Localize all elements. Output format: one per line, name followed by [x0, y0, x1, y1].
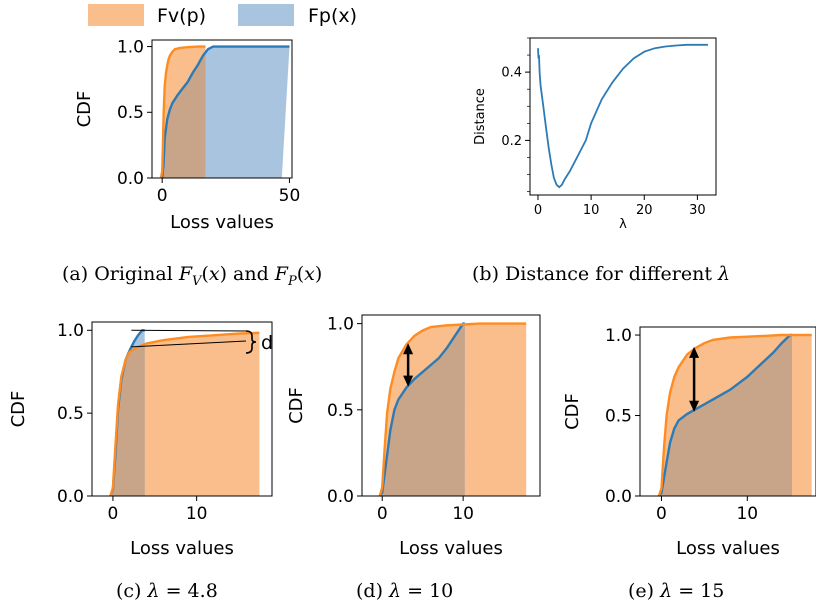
line-d-fp	[378, 322, 465, 497]
ytick-label-a: 0.5	[117, 103, 144, 123]
legend: Fv(p) Fp(x)	[88, 4, 357, 27]
distance-annotation: d	[245, 330, 273, 354]
distance-guide-bottom	[131, 340, 247, 348]
xlabel-d: Loss values	[399, 538, 503, 559]
ytick-label-b: 0.4	[501, 66, 522, 81]
arrowhead-bottom-e	[689, 400, 700, 412]
distance-guide-top	[131, 329, 247, 332]
line-e-fp	[657, 333, 792, 497]
ytick-label-d: 0.0	[327, 487, 354, 507]
distance-brace	[245, 330, 257, 354]
ylabel-a: CDF	[74, 91, 95, 128]
ylabel-d: CDF	[286, 387, 307, 424]
caption-b: (b) Distance for different λ	[472, 263, 730, 285]
axes-frame-b	[529, 37, 717, 196]
axes-frame-e	[639, 326, 816, 497]
xtick-label-d: 0	[377, 504, 388, 524]
chart-d: 0 10 0.0 0.5 1.0 Loss values CDF	[286, 314, 541, 559]
legend-swatch-fp	[238, 4, 294, 26]
ytick-label-c: 0.0	[57, 487, 84, 507]
ytick-label-a: 0.0	[117, 169, 144, 189]
axes-frame-c	[91, 321, 273, 497]
ytick-label-e: 0.5	[605, 406, 632, 426]
xtick-label-e: 10	[736, 504, 758, 524]
xlabel-c: Loss values	[130, 538, 234, 559]
chart-a: 0 50 0.0 0.5 1.0 Loss values CDF	[74, 38, 300, 233]
legend-swatch-fv	[88, 4, 144, 26]
line-a-fp	[161, 45, 290, 179]
fill-a-overlap	[160, 52, 206, 178]
ytick-label-e: 0.0	[605, 487, 632, 507]
xtick-label-a: 50	[279, 186, 301, 206]
xtick-label-b: 10	[583, 203, 600, 218]
legend-label-fp: Fp(x)	[308, 5, 357, 27]
fill-e-overlap	[658, 335, 792, 496]
xtick-label-b: 30	[689, 203, 706, 218]
axes-frame-d	[361, 314, 541, 497]
line-a-fv	[159, 45, 206, 179]
line-e-fv	[657, 333, 812, 497]
ytick-label-c: 0.5	[57, 404, 84, 424]
xlabel-e: Loss values	[676, 538, 780, 559]
ytick-label-d: 1.0	[327, 315, 354, 335]
ylabel-c: CDF	[8, 391, 29, 428]
xtick-label-c: 0	[108, 504, 119, 524]
chart-e: 0 10 0.0 0.5 1.0 Loss values CDF	[562, 326, 816, 559]
caption-a: (a) Original FV(x) and FP(x)	[62, 263, 322, 289]
arrowhead-top-d	[403, 343, 414, 355]
line-d-fv	[378, 322, 527, 497]
xtick-label-d: 10	[452, 504, 474, 524]
line-c-fv	[109, 331, 260, 497]
fill-c-fv	[110, 332, 260, 496]
ytick-label-d: 0.5	[327, 401, 354, 421]
arrowhead-top-e	[689, 346, 700, 358]
ytick-label-c: 1.0	[57, 321, 84, 341]
chart-c: 0 10 0.0 0.5 1.0 Loss values CDF	[8, 321, 273, 559]
ytick-label-a: 1.0	[117, 38, 144, 58]
xtick-label-e: 0	[656, 504, 667, 524]
xtick-label-c: 10	[186, 504, 208, 524]
legend-label-fv: Fv(p)	[157, 5, 206, 27]
xtick-label-b: 20	[636, 203, 653, 218]
chart-b: 0 10 20 30 0.2 0.4 λ Distance	[473, 37, 717, 232]
line-b	[537, 43, 708, 189]
caption-d: (d) λ = 10	[356, 580, 453, 602]
xlabel-a: Loss values	[170, 212, 274, 233]
xtick-label-b: 0	[534, 203, 542, 218]
xtick-label-a: 0	[157, 186, 168, 206]
arrowhead-bottom-d	[403, 375, 414, 387]
ytick-label-b: 0.2	[501, 134, 522, 149]
caption-e: (e) λ = 15	[628, 580, 724, 602]
fill-c-overlap	[110, 344, 145, 496]
axes-frame-a	[151, 39, 293, 179]
xlabel-b: λ	[619, 217, 627, 232]
ylabel-e: CDF	[562, 393, 583, 430]
ytick-label-e: 1.0	[605, 326, 632, 346]
ylabel-b: Distance	[473, 88, 488, 145]
fill-d-overlap	[379, 324, 465, 496]
distance-label: d	[261, 332, 273, 354]
caption-c: (c) λ = 4.8	[116, 580, 218, 602]
